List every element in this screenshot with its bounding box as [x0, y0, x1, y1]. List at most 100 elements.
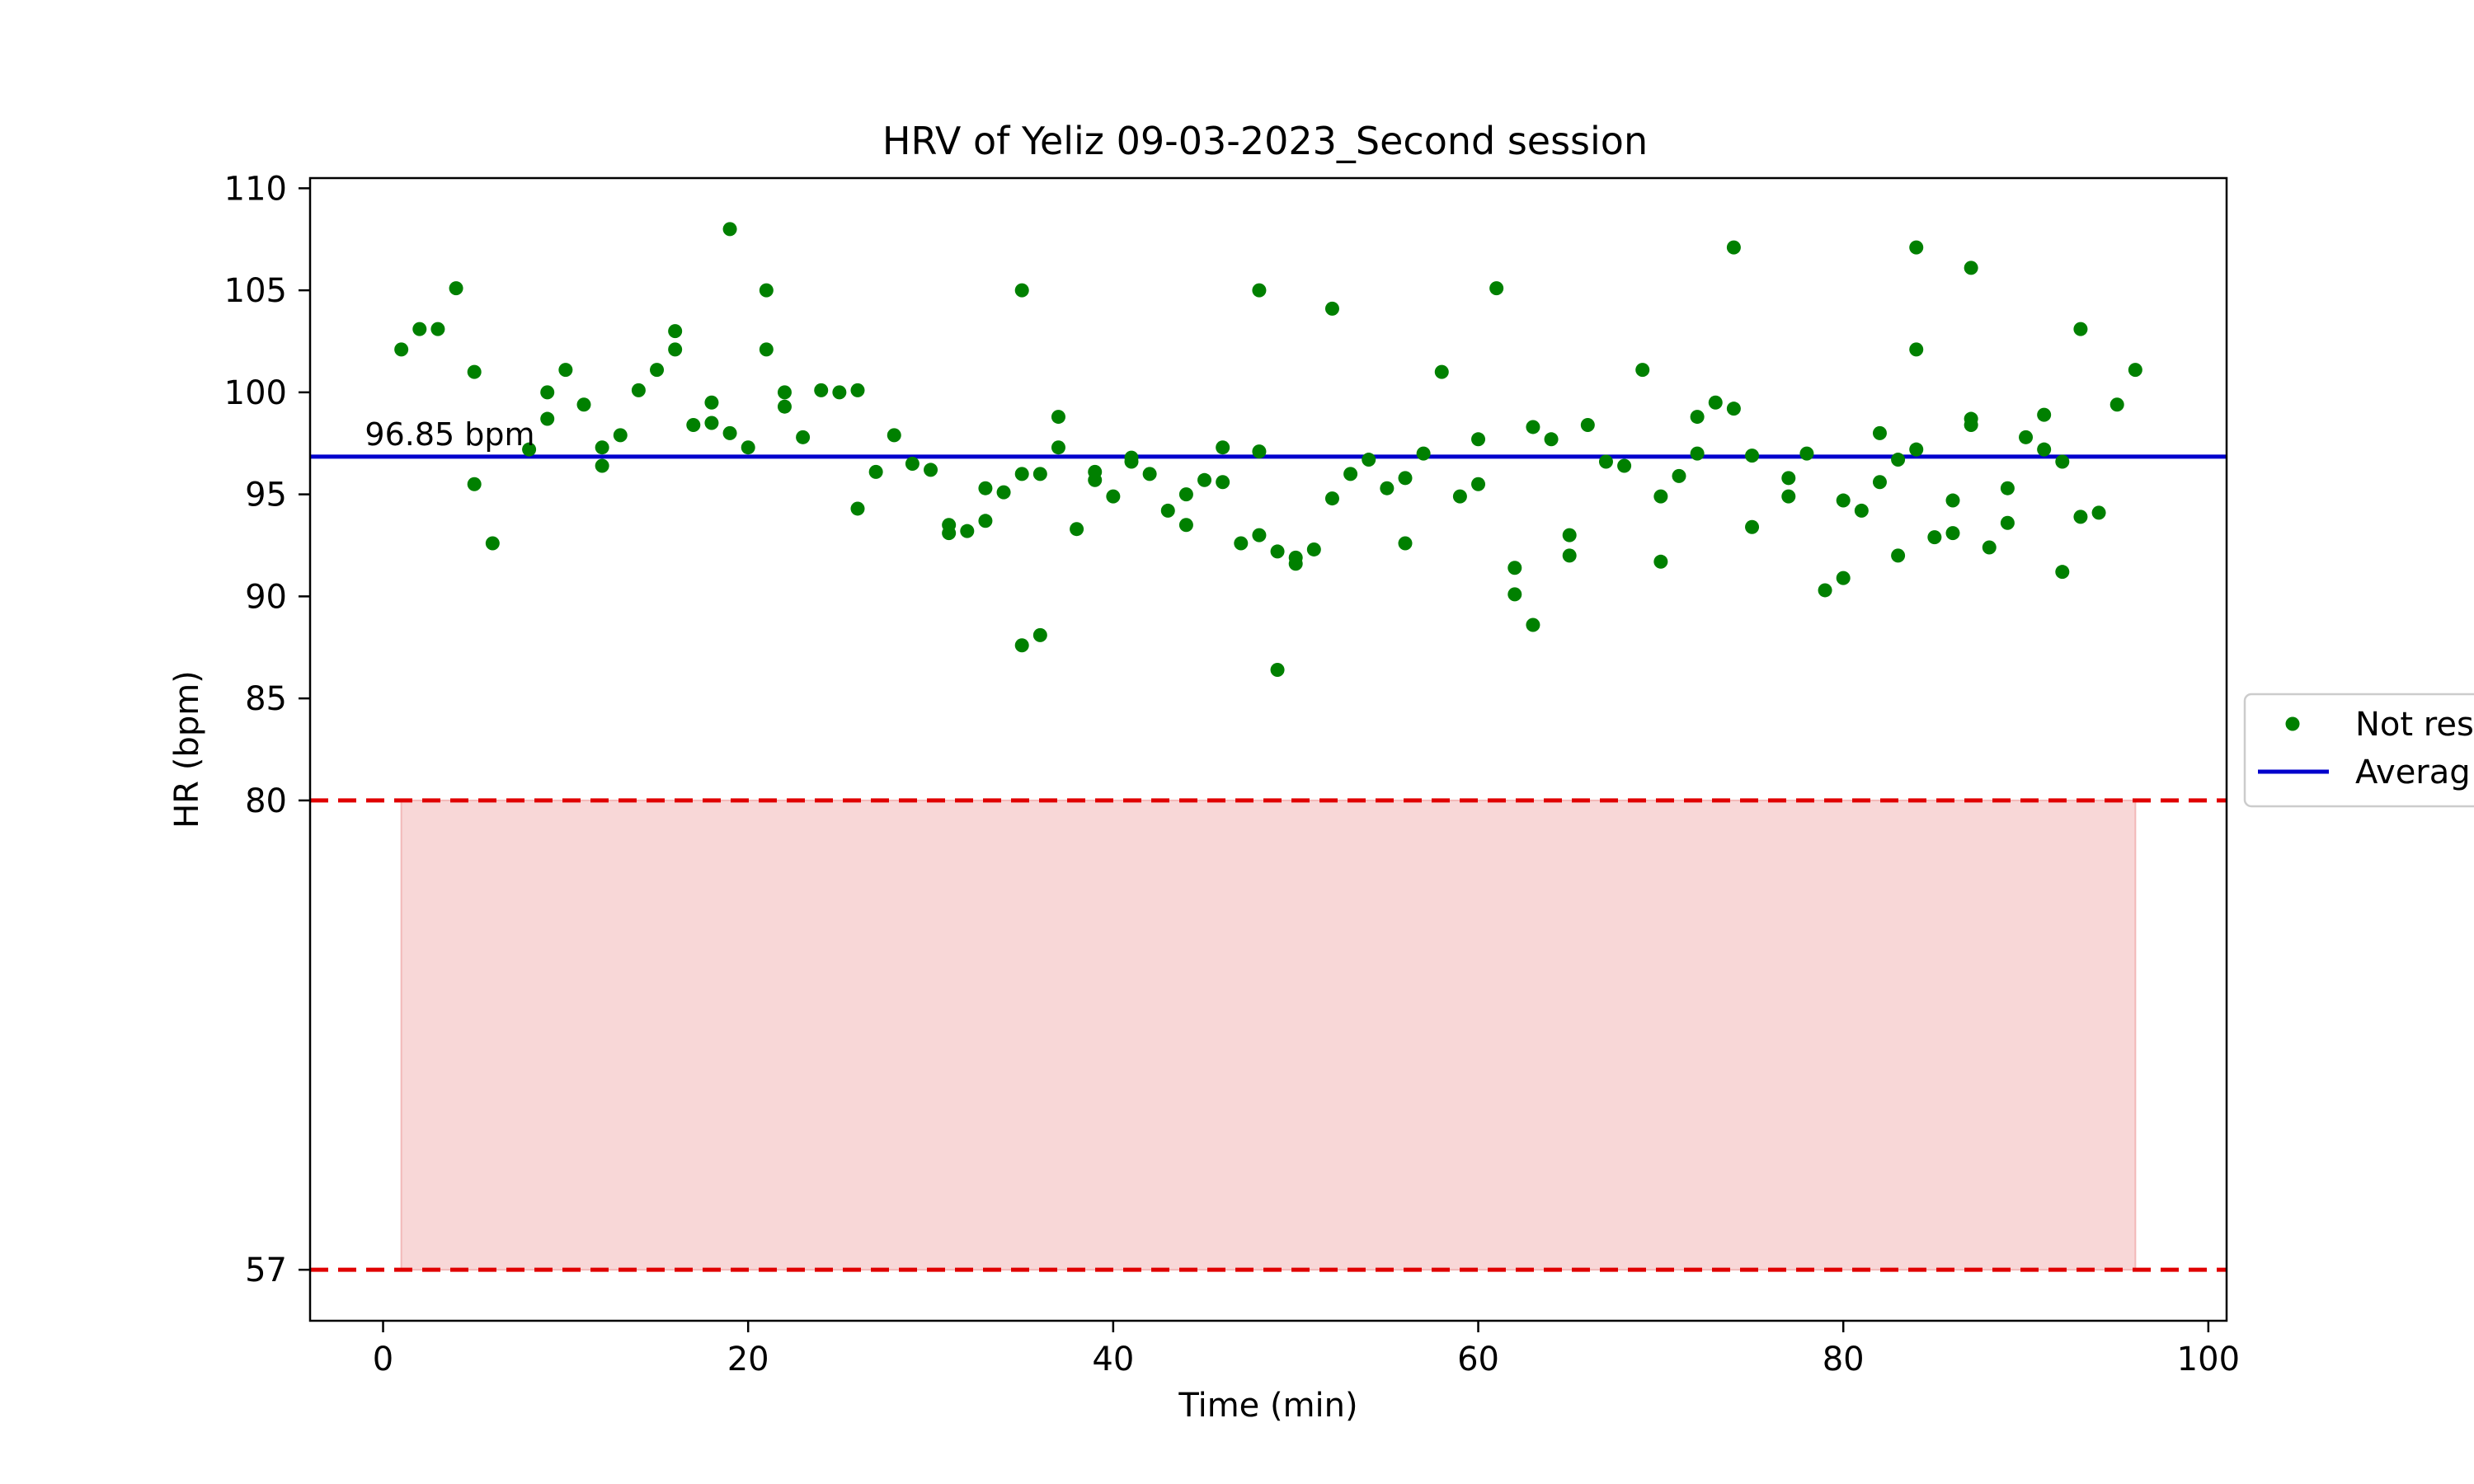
y-tick-label: 100 [224, 374, 287, 412]
data-point [2037, 442, 2052, 457]
data-point [1653, 489, 1668, 504]
x-tick-label: 40 [1092, 1341, 1134, 1378]
data-point [777, 385, 792, 400]
data-point [1690, 410, 1705, 425]
data-point [595, 440, 609, 455]
data-point [2128, 363, 2142, 378]
data-point [1964, 261, 1978, 275]
data-point [722, 425, 737, 440]
average-annotation: 96.85 bpm [365, 416, 534, 453]
data-point [1836, 493, 1851, 508]
data-point [2055, 454, 2070, 469]
data-point [1324, 491, 1339, 506]
data-point [1216, 475, 1230, 490]
data-point [1507, 561, 1522, 575]
data-point [467, 364, 482, 379]
data-point [1160, 503, 1175, 518]
data-point [1726, 402, 1741, 416]
data-point [1288, 556, 1303, 571]
data-point [1216, 440, 1230, 455]
data-point [850, 383, 865, 397]
data-point [2091, 505, 2106, 520]
data-point [1891, 548, 1906, 563]
data-point [686, 417, 701, 432]
data-point [1252, 283, 1267, 298]
data-point [650, 363, 665, 378]
data-point [1982, 540, 1997, 555]
data-point [924, 463, 938, 477]
data-point [1544, 432, 1559, 447]
data-point [1471, 477, 1486, 491]
data-point [1416, 446, 1431, 461]
data-point [1270, 544, 1285, 559]
data-point [558, 363, 573, 378]
data-point [704, 416, 719, 430]
data-point [1032, 627, 1047, 642]
data-point [1653, 554, 1668, 569]
data-point [1526, 420, 1540, 434]
data-point [595, 458, 609, 473]
data-point [1178, 518, 1193, 533]
data-point [996, 485, 1011, 500]
data-point [2109, 397, 2124, 412]
data-point [1471, 432, 1486, 447]
data-point [430, 322, 445, 336]
data-point [2055, 565, 2070, 580]
y-tick-label: 90 [245, 578, 287, 616]
data-point [1909, 342, 1924, 357]
data-point [1234, 536, 1249, 551]
data-point [722, 222, 737, 237]
data-point [1635, 363, 1650, 378]
data-point [2000, 481, 2015, 495]
data-point [704, 395, 719, 410]
data-point [759, 283, 774, 298]
data-point [777, 399, 792, 414]
data-point [1836, 571, 1851, 585]
data-point [1489, 281, 1504, 296]
data-point [1872, 425, 1887, 440]
legend-label: Averag [2355, 754, 2471, 791]
data-point [814, 383, 829, 397]
data-point [2073, 322, 2088, 336]
y-axis-label: HR (bpm) [168, 670, 206, 829]
legend-box [2243, 693, 2474, 808]
data-point [467, 477, 482, 491]
data-point [1252, 528, 1267, 542]
data-point [868, 464, 883, 479]
target-zone-shaded-region [400, 799, 2137, 1271]
data-point [1070, 522, 1084, 537]
data-point [1398, 536, 1413, 551]
data-point [1745, 448, 1760, 463]
y-tick-label: 57 [245, 1252, 287, 1289]
data-point [1380, 481, 1395, 495]
data-point [2037, 407, 2052, 422]
data-point [887, 428, 901, 443]
data-point [1598, 454, 1613, 469]
legend: Not res Averag [2243, 693, 2474, 808]
data-point [1452, 489, 1467, 504]
data-point [1690, 446, 1705, 461]
data-point [540, 385, 555, 400]
data-point [2073, 510, 2088, 524]
x-tick-label: 100 [2177, 1341, 2240, 1378]
data-point [1142, 467, 1157, 481]
data-point [1562, 528, 1577, 542]
plot-area-frame [308, 176, 2228, 1322]
data-point [1178, 487, 1193, 502]
data-point [1708, 395, 1723, 410]
data-point [1672, 468, 1686, 483]
data-point [1014, 467, 1029, 481]
data-point [1324, 301, 1339, 316]
data-point [905, 457, 920, 471]
data-point [1014, 283, 1029, 298]
data-point [1927, 530, 1942, 545]
data-point [1580, 417, 1595, 432]
data-point [978, 514, 993, 528]
y-tick-label: 105 [224, 272, 287, 310]
data-point [1197, 472, 1212, 487]
data-point [1362, 453, 1376, 467]
x-tick-label: 20 [727, 1341, 769, 1378]
data-point [1818, 583, 1832, 598]
data-point [1745, 519, 1760, 534]
data-point [1032, 467, 1047, 481]
